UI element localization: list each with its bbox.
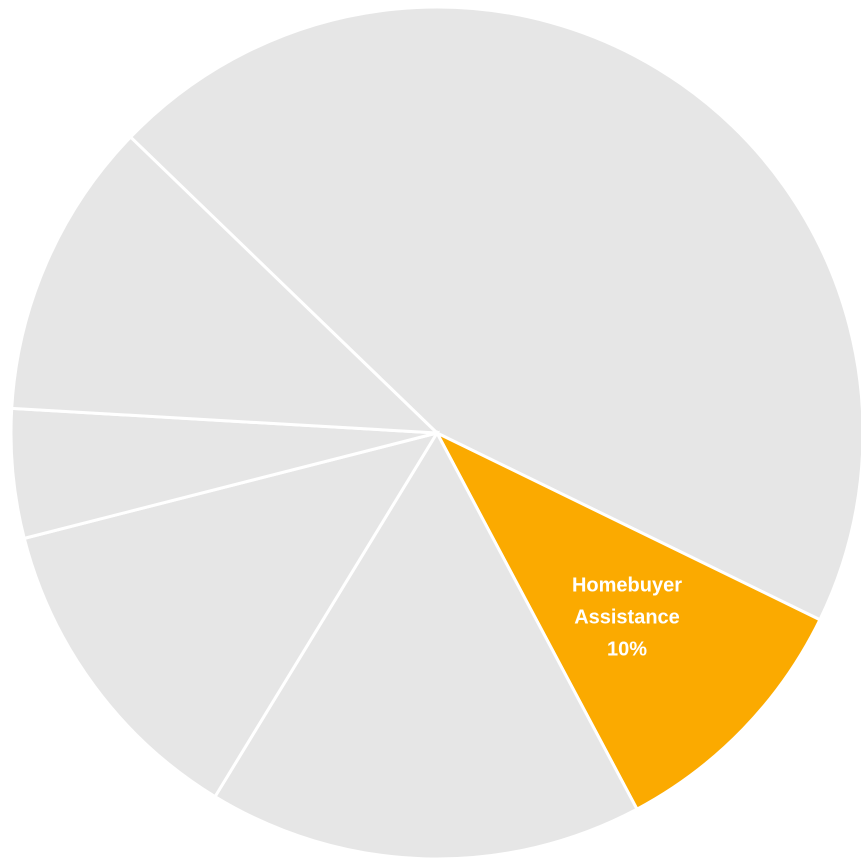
slice-name-label: Assistance [574, 607, 680, 629]
slice-label-homebuyer-assistance: Homebuyer Assistance 10% [572, 575, 682, 661]
slice-value-label: 10% [607, 639, 647, 661]
pie-slices [9, 5, 861, 859]
slice-name-label: Homebuyer [572, 575, 682, 597]
pie-slice-0 [128, 5, 861, 622]
pie-slice-3 [22, 430, 441, 799]
pie-labels: Homebuyer Assistance 10% [572, 575, 682, 661]
pie-slice-homebuyer-assistance [433, 429, 822, 812]
pie-slice-5 [10, 134, 441, 435]
